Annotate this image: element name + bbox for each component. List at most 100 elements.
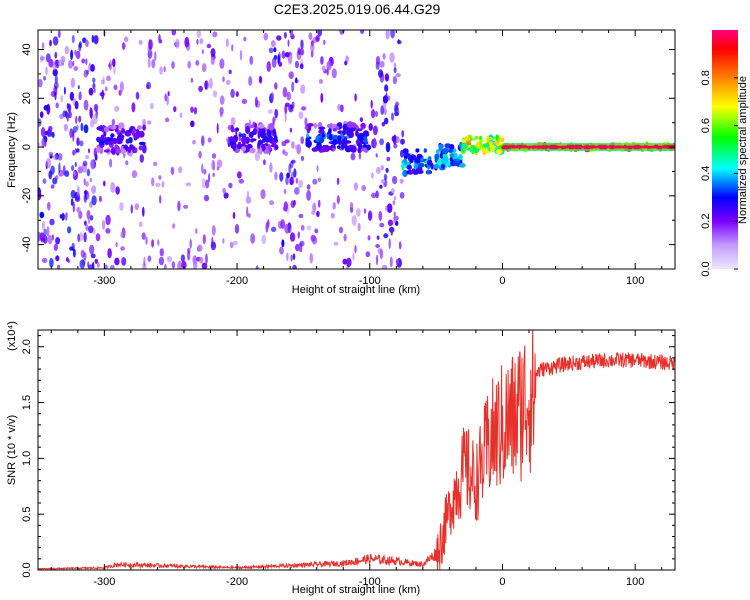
spectrogram-signal-cell bbox=[430, 162, 434, 170]
spectrogram-signal-cell bbox=[423, 148, 427, 153]
spectrogram-signal-cell bbox=[267, 144, 272, 152]
spectrogram-noise-cell bbox=[241, 98, 248, 105]
spectrogram-noise-cell bbox=[279, 172, 284, 182]
spectrogram-noise-cell bbox=[205, 253, 208, 265]
spectrogram-noise-cell bbox=[72, 248, 76, 258]
spectrogram-noise-cell bbox=[248, 76, 253, 86]
spectrogram-noise-cell bbox=[198, 150, 202, 159]
spectrogram-noise-cell bbox=[165, 117, 170, 123]
spectrogram-noise-cell bbox=[91, 34, 95, 43]
spectrogram-noise-cell bbox=[114, 105, 120, 112]
spectrogram-signal-cell bbox=[252, 127, 257, 134]
spectrogram-signal-cell bbox=[261, 131, 267, 139]
spectrogram-signal-cell bbox=[268, 123, 275, 131]
spectrogram-noise-cell bbox=[57, 153, 63, 161]
spectrogram-noise-cell bbox=[195, 60, 200, 66]
spectrogram-signal-cell bbox=[412, 170, 419, 175]
spectrogram-noise-cell bbox=[298, 213, 304, 219]
spectrogram-noise-cell bbox=[354, 244, 357, 254]
spectrogram-noise-cell bbox=[375, 190, 379, 199]
spectrogram-noise-cell bbox=[78, 210, 83, 219]
spectrogram-noise-cell bbox=[63, 86, 66, 95]
spectrogram-noise-cell bbox=[395, 259, 400, 265]
spectrogram-noise-cell bbox=[163, 66, 166, 73]
spectrogram-noise-cell bbox=[314, 228, 319, 234]
spectrogram-signal-cell bbox=[332, 147, 336, 152]
spectrogram-noise-cell bbox=[138, 39, 143, 45]
spectrogram-noise-cell bbox=[216, 166, 220, 171]
spectrogram-signal-cell bbox=[405, 153, 411, 157]
spectrogram-signal-cell bbox=[482, 143, 490, 149]
spectrogram-noise-cell bbox=[399, 192, 405, 199]
spectrogram-noise-cell bbox=[199, 257, 204, 264]
spectrogram-noise-cell bbox=[397, 40, 402, 45]
spectrogram-signal-cell bbox=[464, 136, 471, 142]
spectrogram-signal-cell bbox=[305, 137, 310, 144]
spectrogram-noise-cell bbox=[282, 149, 286, 155]
spectrogram-signal-cell bbox=[346, 121, 354, 128]
spectrogram-noise-cell bbox=[153, 161, 158, 166]
spectrogram-signal-cell bbox=[406, 164, 412, 170]
spectrogram-noise-cell bbox=[393, 67, 397, 74]
spectrogram-noise-cell bbox=[375, 244, 380, 248]
spectrogram-noise-cell bbox=[193, 107, 198, 115]
spectrogram-signal-cell bbox=[262, 138, 266, 143]
spectrogram-signal-cell bbox=[266, 128, 272, 137]
spectrogram-x-label: Height of straight line (km) bbox=[292, 284, 420, 296]
spectrogram-noise-cell bbox=[93, 35, 99, 45]
spectrogram-noise-cell bbox=[384, 107, 387, 116]
spectrogram-noise-cell bbox=[283, 188, 287, 195]
spectrogram-signal-cell bbox=[416, 153, 423, 159]
spectrogram-noise-cell bbox=[352, 252, 355, 261]
spectrogram-noise-cell bbox=[351, 215, 357, 226]
spectrogram-signal-cell bbox=[428, 156, 432, 161]
spectrogram-noise-cell bbox=[84, 189, 87, 198]
spectrogram-noise-cell bbox=[210, 56, 215, 65]
spectrogram-noise-cell bbox=[69, 91, 75, 101]
spectrogram-noise-cell bbox=[371, 192, 377, 199]
spectrogram-noise-cell bbox=[42, 178, 47, 184]
spectrogram-noise-cell bbox=[293, 199, 296, 206]
colorbar-ticks: 0.0 0.2 0.4 0.6 0.8 bbox=[700, 70, 738, 277]
spectrogram-signal-cell bbox=[452, 148, 457, 153]
spectrogram-noise-cell bbox=[392, 76, 397, 85]
spectrogram-noise-cell bbox=[155, 182, 161, 187]
spectrogram-noise-cell bbox=[89, 215, 94, 221]
spectrogram-noise-cell bbox=[135, 91, 140, 100]
spectrogram-noise-cell bbox=[222, 76, 225, 83]
spectrogram-noise-cell bbox=[110, 181, 116, 193]
spectrogram-noise-cell bbox=[399, 178, 404, 184]
spectrogram-noise-cell bbox=[270, 40, 276, 48]
x-tick-label: -300 bbox=[93, 275, 115, 287]
spectrogram-noise-cell bbox=[93, 88, 96, 93]
spectrogram-noise-cell bbox=[55, 237, 61, 245]
spectrogram-noise-cell bbox=[134, 203, 139, 211]
spectrogram-noise-cell bbox=[297, 47, 301, 55]
spectrogram-noise-cell bbox=[247, 213, 251, 218]
spectrogram-noise-cell bbox=[284, 52, 290, 58]
snr-panel: -300 -200 -100 0 100 0.0 0.5 1.0 1.5 2.0 Height … bbox=[6, 321, 676, 596]
spectrogram-noise-cell bbox=[75, 50, 81, 60]
spectrogram-noise-cell bbox=[183, 204, 189, 209]
snr-y-label: SNR (10 * v/v) bbox=[6, 415, 18, 485]
spectrogram-noise-cell bbox=[47, 234, 53, 245]
spectrogram-noise-cell bbox=[74, 100, 79, 110]
colorbar-tick-label: 0.4 bbox=[700, 166, 712, 181]
spectrogram-noise-cell bbox=[289, 104, 293, 110]
spectrogram-noise-cell bbox=[235, 91, 239, 97]
spectrogram-signal-cell bbox=[116, 134, 124, 142]
spectrogram-noise-cell bbox=[69, 246, 74, 251]
spectrogram-signal-cell bbox=[449, 153, 456, 158]
spectrogram-noise-cell bbox=[105, 228, 111, 234]
spectrogram-noise-cell bbox=[281, 239, 285, 248]
spectrogram-noise-cell bbox=[70, 190, 77, 199]
spectrogram-signal-cell bbox=[241, 136, 248, 144]
spectrogram-noise-cell bbox=[49, 218, 55, 226]
spectrogram-noise-cell bbox=[158, 175, 162, 180]
spectrogram-noise-cell bbox=[141, 144, 147, 154]
spectrogram-noise-cell bbox=[177, 200, 181, 212]
spectrogram-noise-cell bbox=[390, 30, 395, 39]
spectrogram-noise-cell bbox=[83, 252, 87, 261]
colorbar-tick-label: 0.2 bbox=[700, 214, 712, 229]
spectrogram-signal-cell bbox=[115, 148, 122, 154]
